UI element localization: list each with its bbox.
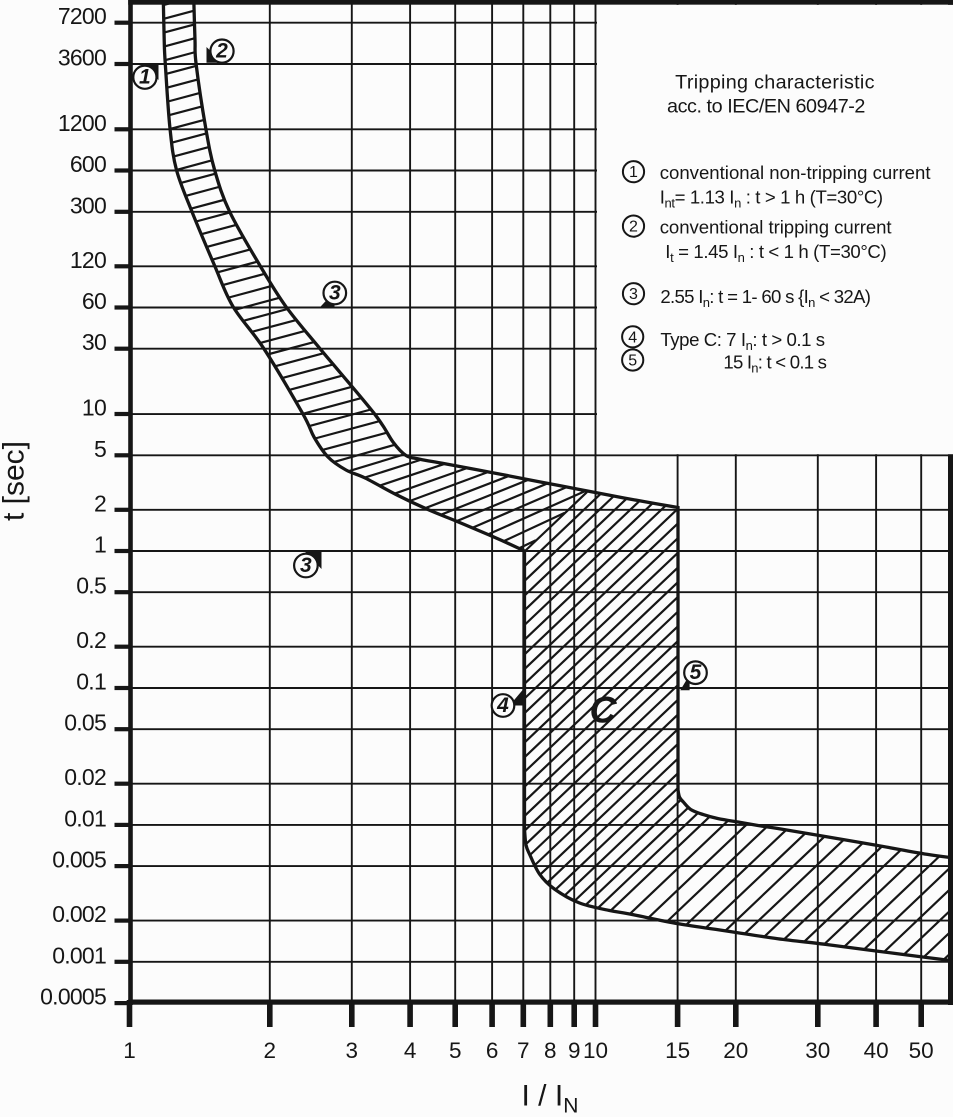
svg-text:C: C [589,689,617,731]
svg-text:4: 4 [628,329,637,346]
svg-text:conventional tripping current: conventional tripping current [660,217,893,238]
svg-text:2: 2 [264,1038,277,1063]
svg-text:0.02: 0.02 [64,764,106,790]
svg-text:5: 5 [690,661,702,684]
svg-text:2.55 In​: t = 1- 60 s {In​ < 3: 2.55 In​: t = 1- 60 s {In​ < 32A) [660,286,870,310]
svg-text:300: 300 [70,192,106,218]
svg-text:2: 2 [94,490,106,516]
svg-text:8: 8 [544,1038,557,1063]
svg-text:0.005: 0.005 [52,847,106,873]
svg-text:3: 3 [329,282,341,305]
svg-text:1200: 1200 [58,110,106,136]
svg-text:3: 3 [300,554,312,577]
svg-text:30: 30 [805,1038,830,1063]
svg-text:Tripping characteristic: Tripping characteristic [675,72,875,94]
svg-text:30: 30 [82,329,106,355]
svg-text:5: 5 [449,1038,462,1063]
svg-text:1: 1 [94,532,106,558]
svg-text:3: 3 [346,1038,359,1063]
svg-text:20: 20 [723,1038,748,1063]
svg-text:7: 7 [517,1038,530,1063]
svg-text:120: 120 [70,247,106,273]
svg-text:It​ = 1.45 In​ : t < 1 h (T=: It​ = 1.45 In​ : t < 1 h (T=30°C) [665,241,886,265]
svg-text:5: 5 [94,436,106,462]
svg-text:40: 40 [864,1038,889,1063]
svg-text:3600: 3600 [58,45,106,71]
svg-text:4: 4 [404,1038,417,1063]
svg-text:60: 60 [82,288,106,314]
svg-text:15 In​: t < 0.1 s: 15 In​: t < 0.1 s [723,352,826,376]
svg-text:1: 1 [139,66,151,89]
svg-text:4: 4 [496,694,509,717]
svg-text:9: 9 [568,1038,581,1063]
svg-text:0.1: 0.1 [76,669,106,695]
svg-text:t [sec]: t [sec] [0,441,31,521]
svg-text:3: 3 [629,286,638,303]
svg-text:5: 5 [628,353,637,370]
svg-text:1: 1 [629,164,638,181]
svg-text:2: 2 [215,40,228,63]
svg-text:0.5: 0.5 [76,573,106,599]
svg-text:conventional non-tripping curr: conventional non-tripping current [660,162,932,183]
svg-text:0.0005: 0.0005 [40,984,106,1010]
svg-text:0.05: 0.05 [64,710,106,736]
svg-text:50: 50 [909,1038,934,1063]
svg-text:600: 600 [70,151,106,177]
svg-text:2: 2 [629,219,638,236]
svg-text:0.002: 0.002 [52,901,106,927]
svg-text:15: 15 [665,1038,690,1063]
svg-text:acc. to IEC/EN 60947-2: acc. to IEC/EN 60947-2 [667,96,865,118]
svg-text:Type C: 7 In​: t > 0.1 s: Type C: 7 In​: t > 0.1 s [660,329,824,353]
svg-text:1: 1 [123,1038,136,1063]
svg-text:0.01: 0.01 [64,805,106,831]
svg-text:Int​= 1.13 In​ : t > 1 h (T=: Int​= 1.13 In​ : t > 1 h (T=30°C) [660,187,883,211]
svg-text:10: 10 [583,1038,608,1063]
svg-text:0.2: 0.2 [76,627,106,653]
svg-text:0.001: 0.001 [52,942,106,968]
svg-text:7200: 7200 [58,3,106,29]
svg-text:10: 10 [82,395,106,421]
svg-text:6: 6 [486,1038,499,1063]
